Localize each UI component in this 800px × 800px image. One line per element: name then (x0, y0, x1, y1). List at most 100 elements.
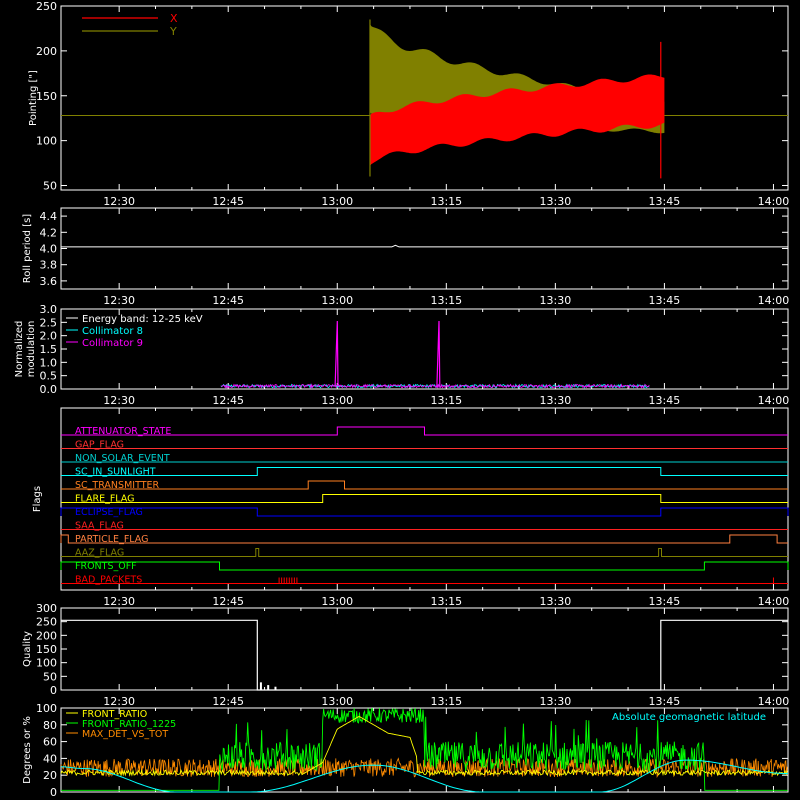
roll-period-panel: 12:30 12:45 13:00 13:15 13:30 13:45 14:00 3.6 3.… (22, 207, 790, 307)
x-tick-label: 12:30 (103, 394, 135, 407)
y-tick-label: 250 (36, 0, 57, 13)
x-tick-label: 13:30 (540, 195, 572, 208)
y-tick-label: 100 (36, 702, 57, 715)
y-tick-label: 100 (36, 657, 57, 670)
pointing-ylabel: Pointing ["] (28, 70, 39, 126)
legend-label-x: X (170, 12, 178, 25)
x-tick-label: 12:30 (103, 695, 135, 708)
flag-label: SC_TRANSMITTER (75, 480, 160, 491)
modulation-collimator-9 (220, 383, 650, 389)
pointing-frame (60, 5, 789, 191)
ratio-max-det-vs-tot (60, 757, 788, 778)
geomagnetic-latitude-line (60, 759, 788, 793)
y-tick-label: 0.0 (40, 383, 58, 396)
y-tick-label: 3.0 (40, 303, 58, 316)
flag-trace-aaz-flag (61, 548, 788, 557)
y-tick-label: 4.4 (40, 210, 58, 223)
y-tick-label: 200 (36, 629, 57, 642)
y-tick-label: 2.0 (40, 330, 58, 343)
flag-label: PARTICLE_FLAG (75, 534, 148, 545)
y-tick-label: 50 (43, 670, 57, 683)
x-tick-label: 12:45 (212, 294, 244, 307)
ratios-frame (60, 707, 789, 793)
pointing-panel: 12:30 12:45 13:00 13:15 13:30 13:45 14:00 50 100… (28, 0, 789, 208)
modulation-legend-label: Collimator 8 (82, 326, 143, 337)
flag-trace-attenuator-state (61, 426, 788, 436)
x-tick-label: 13:30 (540, 595, 572, 608)
x-tick-label: 13:15 (430, 195, 462, 208)
roll-period-ylabel: Roll period [s] (22, 214, 33, 283)
x-tick-label: 12:30 (103, 195, 135, 208)
x-tick-label: 13:00 (321, 294, 353, 307)
x-tick-label: 13:30 (540, 394, 572, 407)
y-tick-label: 100 (36, 135, 57, 148)
x-tick-label: 13:45 (649, 695, 681, 708)
y-tick-label: 150 (36, 90, 57, 103)
y-tick-label: 0 (50, 684, 57, 697)
flag-label: NON_SOLAR_EVENT (75, 453, 170, 464)
flag-label: SC_IN_SUNLIGHT (75, 467, 156, 478)
x-tick-label: 14:00 (758, 294, 790, 307)
y-tick-label: 20 (43, 769, 57, 782)
flag-label: SAA_FLAG (75, 521, 124, 532)
x-tick-label: 13:45 (649, 195, 681, 208)
x-tick-label: 12:45 (212, 595, 244, 608)
y-tick-label: 2.5 (40, 316, 58, 329)
roll-period-frame (60, 207, 789, 290)
flag-trace-particle-flag (60, 534, 788, 544)
legend-label-y: Y (169, 25, 177, 38)
x-tick-label: 12:45 (212, 394, 244, 407)
x-tick-label: 14:00 (758, 195, 790, 208)
y-tick-label: 80 (43, 719, 57, 732)
quality-line (61, 619, 788, 691)
ylabel-line: Roll period [s] (22, 214, 33, 283)
y-tick-label: 250 (36, 616, 57, 629)
x-tick-label: 13:00 (321, 695, 353, 708)
ratios-ylabel: Degrees or % (22, 716, 33, 784)
flag-label: FLARE_FLAG (75, 494, 135, 505)
ylabel-line: Normalized (14, 321, 25, 378)
flag-trace-sc-in-sunlight (61, 467, 788, 476)
x-tick-label: 13:15 (430, 695, 462, 708)
flags-panel: 12:30 12:45 13:00 13:15 13:30 13:45 14:00 Flags… (32, 407, 789, 608)
quality-panel: 12:30 12:45 13:00 13:15 13:30 13:45 14:00 05010… (22, 602, 789, 708)
x-tick-label: 13:00 (321, 394, 353, 407)
y-tick-label: 0.5 (40, 370, 58, 383)
x-tick-label: 13:45 (649, 595, 681, 608)
x-tick-label: 13:30 (540, 294, 572, 307)
x-tick-label: 13:00 (321, 195, 353, 208)
ratio-legend-label: MAX_DET_VS_TOT (82, 729, 168, 740)
x-tick-label: 13:15 (430, 595, 462, 608)
flags-frame (60, 407, 789, 591)
roll-period-line (61, 244, 788, 248)
y-tick-label: 50 (43, 180, 57, 193)
flag-label: GAP_FLAG (75, 440, 124, 451)
x-tick-label: 12:45 (212, 195, 244, 208)
x-tick-label: 12:30 (103, 294, 135, 307)
y-tick-label: 40 (43, 752, 57, 765)
ylabel-line: Quality (22, 631, 33, 667)
x-tick-label: 13:15 (430, 394, 462, 407)
flag-trace-eclipse-flag (60, 507, 789, 517)
flag-label: FRONTS_OFF (75, 561, 137, 572)
modulation-ylabel: Normalizedmodulation (14, 321, 37, 378)
y-tick-label: 3.8 (40, 259, 58, 272)
x-tick-label: 13:30 (540, 695, 572, 708)
x-tick-label: 13:45 (649, 394, 681, 407)
y-tick-label: 300 (36, 602, 57, 615)
y-tick-label: 150 (36, 643, 57, 656)
ylabel-line: Degrees or % (22, 716, 33, 784)
x-tick-label: 13:45 (649, 294, 681, 307)
modulation-legend-label: Collimator 9 (82, 338, 143, 349)
ylabel-line: Pointing ["] (28, 70, 39, 126)
y-tick-label: 60 (43, 736, 57, 749)
x-tick-label: 13:00 (321, 595, 353, 608)
ylabel-line: modulation (26, 321, 37, 378)
geomagnetic-latitude-annotation: Absolute geomagnetic latitude (612, 712, 766, 723)
quality-ylabel: Quality (22, 631, 33, 667)
x-tick-label: 14:00 (758, 394, 790, 407)
ratio-front-ratio (60, 716, 788, 777)
y-tick-label: 1.0 (40, 356, 58, 369)
